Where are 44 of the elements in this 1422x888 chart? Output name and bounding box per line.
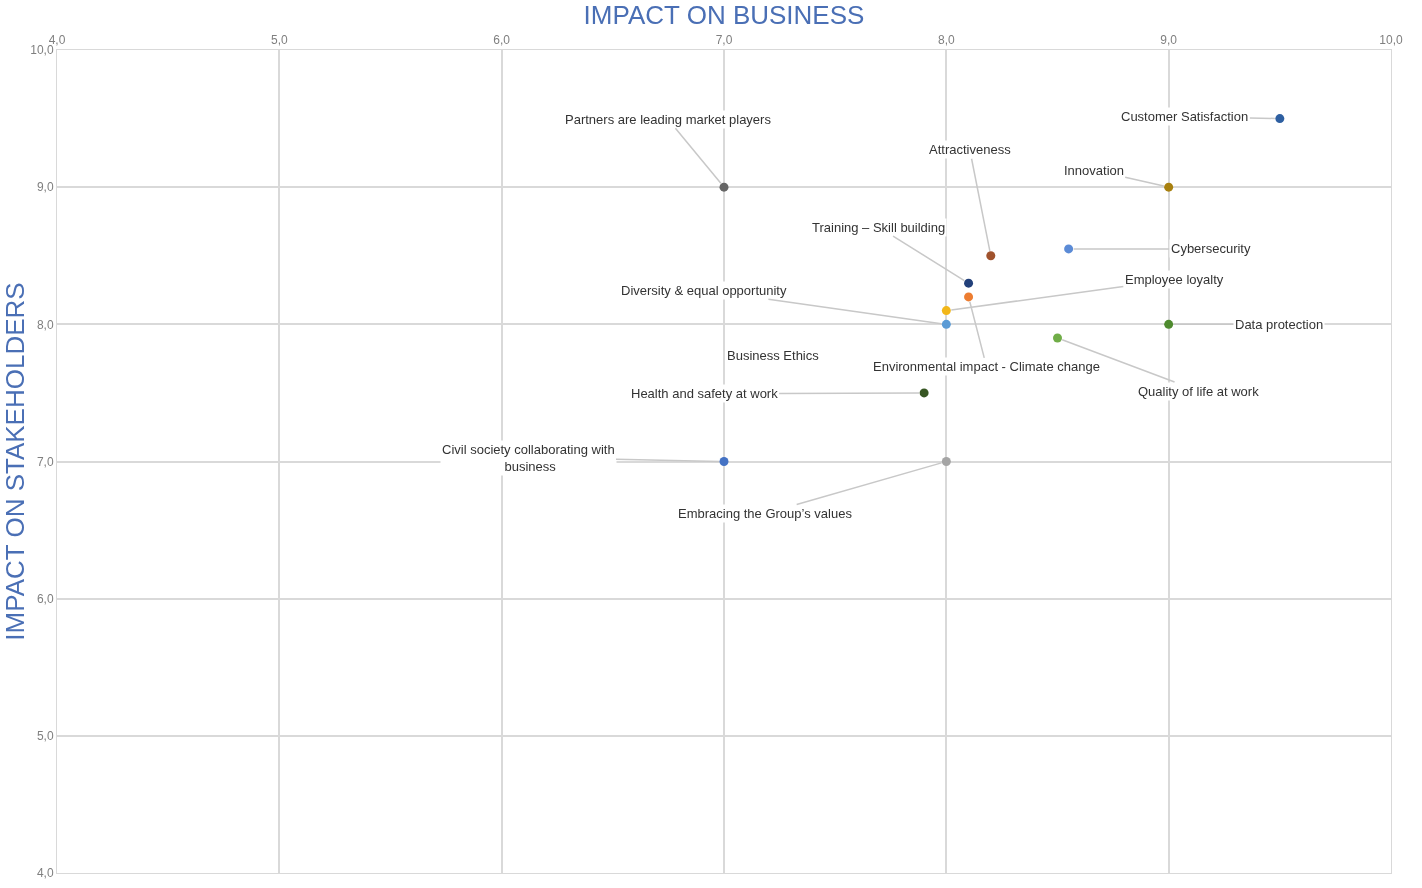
- text: Customer Satisfaction: [1121, 109, 1249, 124]
- point: [986, 251, 996, 261]
- y-tick-label: 8,0: [36, 317, 54, 332]
- text: Cybersecurity: [1171, 241, 1251, 256]
- point: [941, 306, 951, 316]
- text: Employee loyalty: [1125, 272, 1224, 287]
- y-tick-label: 10,0: [30, 43, 54, 58]
- text: Data protection: [1235, 317, 1324, 332]
- text: Environmental impact - Climate change: [873, 359, 1100, 374]
- point: [964, 278, 974, 288]
- point: [1064, 244, 1074, 254]
- x-tick-label: 8,0: [937, 33, 955, 48]
- text: Diversity & equal opportunity: [621, 283, 787, 298]
- text: Innovation: [1064, 163, 1124, 178]
- x-axis-title: IMPACT ON BUSINESS: [583, 0, 865, 30]
- point: [919, 388, 929, 398]
- x-tick-label: 5,0: [270, 33, 288, 48]
- y-tick-label: 6,0: [36, 591, 54, 606]
- point: [1164, 182, 1174, 192]
- x-tick-label: 9,0: [1160, 33, 1178, 48]
- point: [719, 182, 729, 192]
- y-tick-label: 4,0: [36, 866, 54, 881]
- text: Partners are leading market players: [565, 112, 772, 127]
- point: [719, 457, 729, 466]
- text: Quality of life at work: [1138, 384, 1260, 399]
- point: [1164, 319, 1174, 329]
- y-tick-label: 9,0: [36, 180, 54, 195]
- point: [1053, 333, 1062, 343]
- x-tick-label: 10,0: [1379, 33, 1403, 48]
- point: [941, 457, 951, 466]
- annotation: Business Ethics: [727, 348, 820, 363]
- y-tick-label: 5,0: [36, 729, 54, 744]
- text: Health and safety at work: [631, 386, 779, 401]
- text: Attractiveness: [929, 142, 1012, 157]
- text: Training – Skill building: [812, 220, 946, 235]
- x-tick-label: 7,0: [715, 33, 733, 48]
- text: Embracing the Group’s values: [678, 506, 853, 521]
- point: [964, 292, 974, 302]
- text: Civil society collaborating with business: [442, 442, 615, 474]
- point: [941, 319, 951, 329]
- y-tick-label: 7,0: [36, 454, 54, 469]
- point: [1275, 114, 1285, 124]
- y-axis-title: IMPACT ON STAKEHOLDERS: [0, 282, 30, 641]
- x-tick-label: 6,0: [493, 33, 511, 48]
